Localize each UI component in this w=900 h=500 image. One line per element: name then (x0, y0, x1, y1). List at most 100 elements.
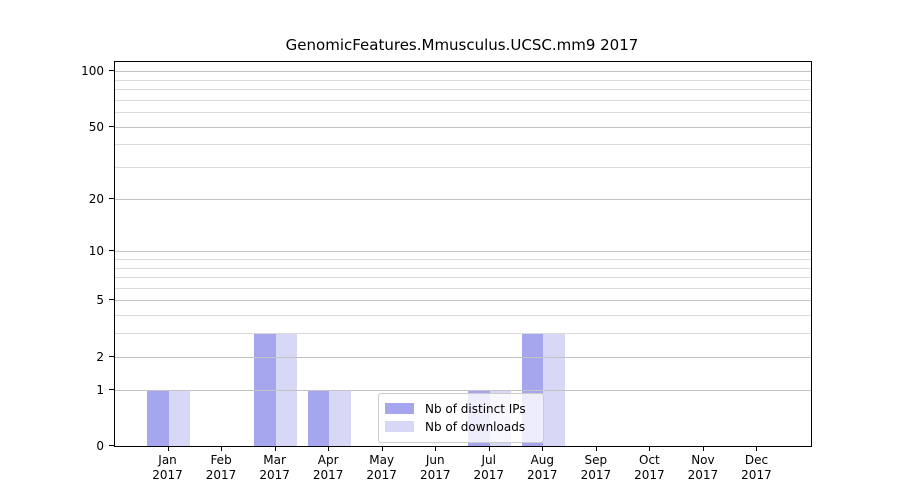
y-tick-label: 100 (81, 64, 104, 79)
x-tick-label: Nov 2017 (675, 453, 731, 483)
x-tick-mark (167, 446, 169, 451)
x-tick-month: Feb (210, 453, 232, 467)
x-tick-mark (542, 446, 544, 451)
gridline-minor (115, 258, 811, 260)
gridline-overlay (115, 258, 811, 260)
x-tick-label: May 2017 (354, 453, 410, 483)
bar-downloads (329, 389, 351, 446)
legend-row: Nb of distinct IPs (385, 400, 535, 417)
gridline-major (115, 356, 811, 358)
x-tick-mark (649, 446, 651, 451)
y-tick-mark (109, 388, 114, 390)
x-tick-year: 2017 (527, 468, 558, 482)
y-tick-mark (109, 299, 114, 301)
y-tick-label: 5 (96, 293, 104, 308)
gridline-overlay (115, 126, 811, 128)
x-tick-mark (595, 446, 597, 451)
x-tick-year: 2017 (419, 468, 451, 482)
gridline-minor (115, 112, 811, 114)
gridline-overlay (115, 198, 811, 200)
legend-swatch (385, 403, 414, 414)
gridline-minor (115, 89, 811, 91)
legend-row: Nb of downloads (385, 418, 535, 435)
x-tick-year: 2017 (312, 468, 344, 482)
x-tick-label: Oct 2017 (621, 453, 677, 483)
gridline-overlay (115, 99, 811, 101)
gridline-minor (115, 287, 811, 289)
gridline-minor (115, 315, 811, 317)
x-tick-year: 2017 (366, 468, 397, 482)
gridline-overlay (115, 79, 811, 81)
bar-distinct-ips (147, 389, 169, 446)
x-tick-month: Apr (317, 453, 339, 467)
gridline-overlay (115, 287, 811, 289)
y-tick-label: 50 (88, 119, 104, 134)
gridline-overlay (115, 167, 811, 169)
gridline-overlay (115, 315, 811, 317)
gridline-overlay (115, 277, 811, 279)
y-tick-mark (109, 355, 114, 357)
x-tick-month: Jul (481, 453, 496, 467)
gridline-overlay (115, 89, 811, 91)
x-tick-mark (381, 446, 383, 451)
gridline-overlay (115, 267, 811, 269)
x-tick-label: Feb 2017 (193, 453, 249, 483)
gridline-major (115, 389, 811, 391)
x-tick-month: Dec (744, 453, 769, 467)
y-tick-label: 2 (96, 349, 104, 364)
y-tick-label: 1 (96, 382, 104, 397)
x-tick-label: Aug 2017 (514, 453, 570, 483)
x-tick-label: Jul 2017 (461, 453, 517, 483)
x-tick-mark (328, 446, 330, 451)
x-tick-label: Jan 2017 (140, 453, 196, 483)
gridline-overlay (115, 144, 811, 146)
gridline-minor (115, 79, 811, 81)
x-tick-label: Jun 2017 (407, 453, 463, 483)
gridline-major (115, 71, 811, 73)
x-tick-mark (488, 446, 490, 451)
gridline-overlay (115, 71, 811, 73)
x-tick-month: Oct (639, 453, 660, 467)
gridline-minor (115, 333, 811, 335)
gridline-major (115, 198, 811, 200)
x-tick-year: 2017 (634, 468, 665, 482)
y-tick-mark (109, 197, 114, 199)
gridline-minor (115, 99, 811, 101)
x-tick-mark (435, 446, 437, 451)
bar-distinct-ips (307, 389, 330, 446)
x-tick-mark (756, 446, 758, 451)
y-tick-label: 0 (96, 439, 104, 453)
gridline-overlay (115, 300, 811, 302)
gridline-minor (115, 267, 811, 269)
gridline-overlay (115, 251, 811, 253)
y-tick-mark (109, 125, 114, 127)
gridline-minor (115, 167, 811, 169)
chart-title: GenomicFeatures.Mmusculus.UCSC.mm9 2017 (285, 36, 639, 54)
x-tick-year: 2017 (473, 468, 505, 482)
x-tick-month: Mar (263, 453, 286, 467)
bar-distinct-ips (254, 333, 276, 446)
x-tick-label: Dec 2017 (728, 453, 784, 483)
legend: Nb of distinct IPs Nb of downloads (378, 393, 544, 443)
bar-downloads (543, 333, 565, 446)
x-tick-year: 2017 (580, 468, 612, 482)
gridline-overlay (115, 356, 811, 358)
bar-downloads (168, 389, 190, 446)
x-tick-month: Aug (530, 453, 555, 467)
legend-label: Nb of downloads (425, 419, 526, 434)
gridline-overlay (115, 333, 811, 335)
gridline-major (115, 251, 811, 253)
x-tick-year: 2017 (687, 468, 719, 482)
legend-label: Nb of distinct IPs (425, 401, 526, 416)
y-tick-mark (109, 445, 114, 446)
x-tick-label: Mar 2017 (247, 453, 303, 483)
x-tick-label: Apr 2017 (300, 453, 356, 483)
x-tick-mark (221, 446, 223, 451)
x-tick-year: 2017 (205, 468, 237, 482)
y-tick-label: 20 (88, 191, 104, 206)
y-tick-mark (109, 70, 114, 72)
plot-area (114, 61, 812, 447)
x-tick-label: Sep 2017 (568, 453, 624, 483)
bar-downloads (275, 333, 298, 446)
